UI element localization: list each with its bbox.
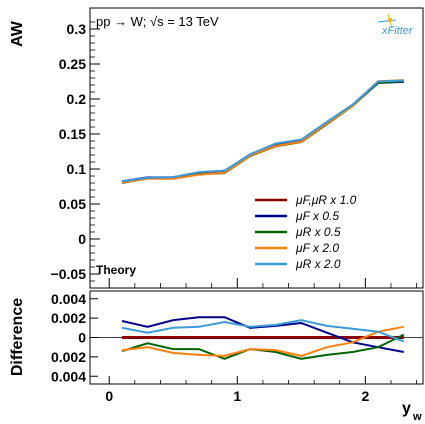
ratio-series-line-3 (121, 325, 404, 357)
ratio-y-tick-label: 0 (78, 330, 86, 346)
energy-annotation: pp → W; √s = 13 TeV (96, 14, 219, 29)
main-y-tick-label: 0.05 (59, 196, 86, 212)
x-tick-label: 0 (105, 388, 113, 404)
svg-text:xFitter: xFitter (381, 25, 414, 37)
legend-entry-0: μF,μR x 1.0 (295, 193, 357, 207)
x-tick-label: 1 (233, 388, 241, 404)
main-y-tick-label: 0.1 (67, 161, 87, 177)
main-y-tick-label: 0.15 (59, 126, 86, 142)
ratio-y-axis-label: Difference (9, 298, 26, 376)
main-series-line-4 (121, 79, 404, 183)
theory-label: Theory (96, 263, 136, 277)
main-y-axis-label: AW (9, 20, 26, 47)
ratio-series-line-4 (121, 319, 405, 343)
main-y-tick-label: 0.3 (67, 21, 87, 37)
ratio-y-tick-label: 0.002 (51, 310, 86, 326)
legend-entry-2: μR x 0.5 (295, 225, 341, 239)
legend-entry-4: μR x 2.0 (295, 257, 341, 271)
legend-entry-1: μF x 0.5 (295, 209, 339, 223)
svg-text:w: w (412, 411, 422, 423)
main-y-tick-label: 0.25 (59, 56, 86, 72)
main-y-tick-label: 0.2 (67, 91, 87, 107)
main-y-ticks: 0.3 0.25 0.2 0.15 0.1 0.05 0 −0.05 (51, 21, 100, 282)
x-axis-label: y w (402, 400, 422, 423)
svg-text:y: y (402, 400, 411, 417)
x-tick-label: 2 (361, 388, 369, 404)
main-series-lines (121, 79, 404, 184)
xfitter-logo: xFitter (377, 13, 414, 37)
legend: μF,μR x 1.0 μF x 0.5 μR x 0.5 μF x 2.0 μR x … (255, 193, 357, 271)
ratio-y-tick-label: 0.004 (51, 368, 86, 384)
ratio-series-lines (121, 316, 405, 360)
ratio-y-tick-label: 0.004 (51, 291, 86, 307)
legend-entry-3: μF x 2.0 (295, 241, 339, 255)
x-ticks: 0 1 2 (105, 278, 417, 404)
ratio-y-tick-label: 0.002 (51, 349, 86, 365)
main-plot-frame (89, 7, 424, 289)
main-y-tick-label: 0 (78, 231, 86, 247)
main-y-tick-label: −0.05 (51, 266, 87, 282)
